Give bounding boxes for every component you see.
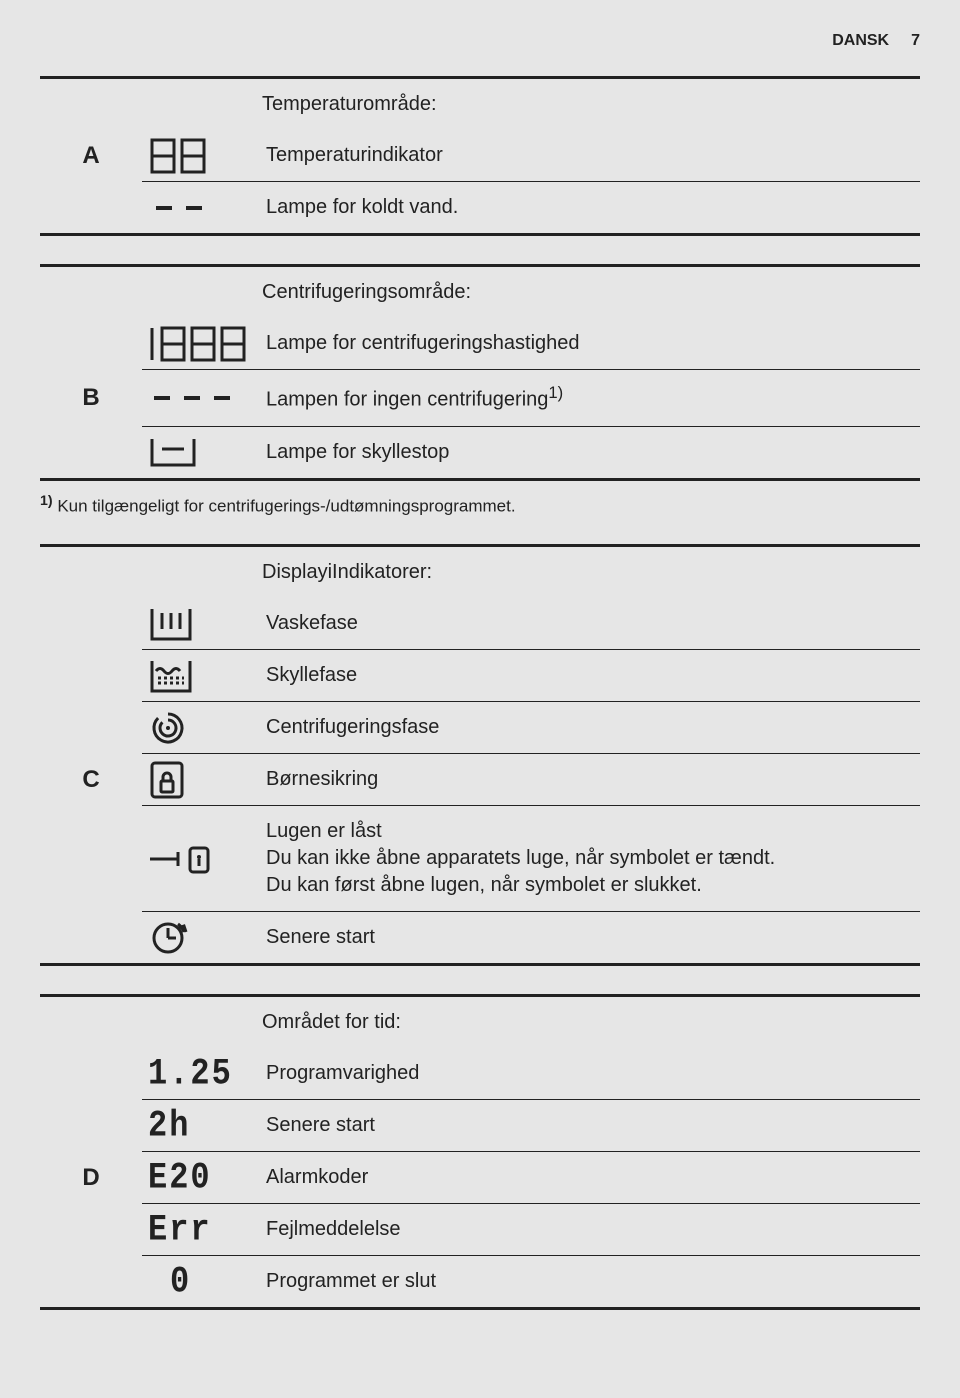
section-d-row-2-label: Alarmkoder — [262, 1152, 920, 1203]
section-a-title: Temperaturområde: — [262, 79, 920, 130]
section-b: Centrifugeringsområde: Lampe for centrif… — [40, 264, 920, 516]
section-d-row-1-label: Senere start — [262, 1100, 920, 1151]
section-c-title: DisplayiIndikatorer: — [262, 547, 920, 598]
rinse-hold-icon — [142, 435, 262, 469]
section-b-title: Centrifugeringsområde: — [262, 267, 920, 318]
time-seg-0: 1.25 — [142, 1053, 262, 1096]
door-locked-icon — [142, 842, 262, 876]
section-b-row-0-label: Lampe for centrifugeringshastighed — [262, 318, 920, 369]
section-b-row-1-label: Lampen for ingen centrifugering1) — [262, 370, 920, 426]
section-d-row-0-label: Programvarighed — [262, 1048, 920, 1099]
child-lock-icon — [142, 759, 262, 801]
section-d-row-4-label: Programmet er slut — [262, 1256, 920, 1307]
cold-water-dashes-icon — [142, 198, 262, 218]
section-c-row-5-label: Senere start — [262, 912, 920, 963]
time-seg-1: 2h — [142, 1105, 262, 1148]
delay-start-clock-icon — [142, 918, 262, 958]
time-seg-4: 0 — [142, 1261, 262, 1304]
section-b-footnote: 1) Kun tilgængeligt for centrifugerings-… — [40, 487, 516, 517]
spin-speed-digits-icon — [142, 324, 262, 364]
section-c-row-2-label: Centrifugeringsfase — [262, 702, 920, 753]
section-b-row-2-label: Lampe for skyllestop — [262, 427, 920, 478]
no-spin-dashes-icon — [142, 388, 262, 408]
section-c-row-0-label: Vaskefase — [262, 598, 920, 649]
header-page-number: 7 — [911, 32, 920, 50]
section-d: Området for tid: 1.25 Programvarighed 2h… — [40, 994, 920, 1310]
section-c-row-4-label: Lugen er låst Du kan ikke åbne apparatet… — [262, 806, 920, 911]
section-c: DisplayiIndikatorer: Vaskefase — [40, 544, 920, 966]
section-d-row-3-label: Fejlmeddelelse — [262, 1204, 920, 1255]
section-c-row-1-label: Skyllefase — [262, 650, 920, 701]
rinse-phase-icon — [142, 657, 262, 695]
section-a-row-1-label: Lampe for koldt vand. — [262, 182, 920, 233]
digit-indicator-icon — [142, 136, 262, 176]
page-header: DANSK 7 — [40, 32, 920, 50]
time-seg-3: Err — [142, 1209, 262, 1252]
spin-phase-icon — [142, 708, 262, 748]
section-c-row-3-label: Børnesikring — [262, 754, 920, 805]
time-seg-2: E20 — [142, 1157, 262, 1200]
section-a: Temperaturområde: A Temperaturindikator — [40, 76, 920, 236]
header-lang: DANSK — [832, 32, 889, 50]
wash-phase-icon — [142, 605, 262, 643]
page: DANSK 7 Temperaturområde: A — [0, 0, 960, 1398]
section-b-letter: B — [40, 384, 142, 412]
section-d-title: Området for tid: — [262, 997, 920, 1048]
section-d-letter: D — [40, 1164, 142, 1192]
section-a-letter: A — [40, 142, 142, 170]
section-a-row-0-label: Temperaturindikator — [262, 130, 920, 181]
section-c-letter: C — [40, 766, 142, 794]
